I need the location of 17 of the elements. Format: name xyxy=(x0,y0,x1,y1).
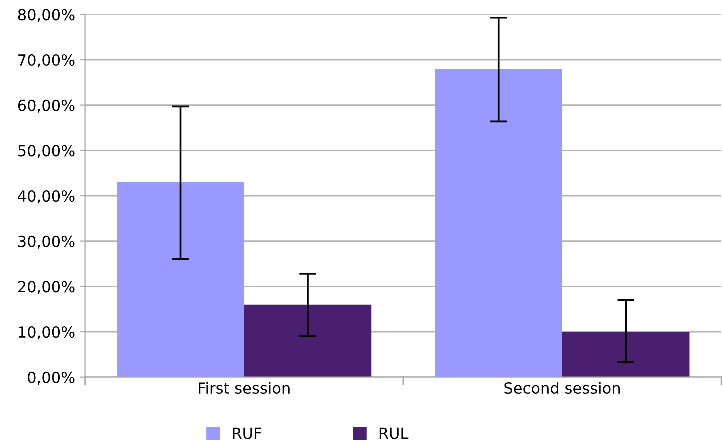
y-tick-label: 60,00% xyxy=(18,100,75,113)
x-tick-label: Second session xyxy=(504,382,620,394)
y-tick-label: 0,00% xyxy=(28,372,75,385)
y-tick-label: 70,00% xyxy=(18,54,75,68)
y-tick-label: 30,00% xyxy=(18,236,75,249)
bar xyxy=(435,69,562,378)
x-tick-label: First session xyxy=(199,382,290,394)
legend-label: RUL xyxy=(380,428,409,440)
y-tick-label: 20,00% xyxy=(18,281,75,294)
bar xyxy=(562,332,690,378)
y-tick-label: 10,00% xyxy=(19,326,75,340)
bar xyxy=(117,182,244,378)
bar xyxy=(244,304,372,378)
legend-label: RUF xyxy=(233,428,262,440)
y-tick-label: 80,00% xyxy=(18,9,75,22)
y-tick-label: 40,00% xyxy=(18,190,75,204)
y-tick-label: 50,00% xyxy=(18,145,75,158)
